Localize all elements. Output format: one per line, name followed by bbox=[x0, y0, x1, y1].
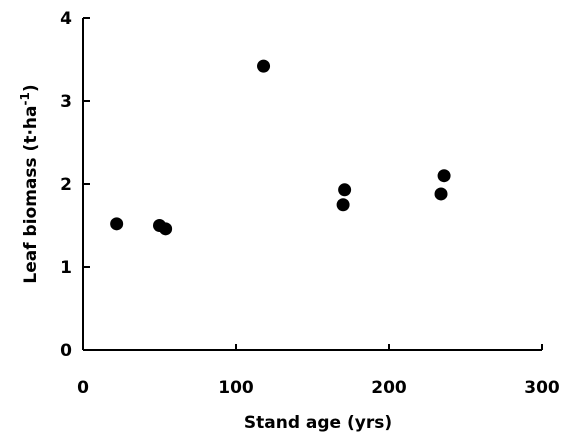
axes bbox=[82, 18, 542, 351]
y-axis-title-main: Leaf biomass (t·ha bbox=[21, 106, 41, 284]
data-point-8 bbox=[437, 169, 451, 183]
data-point-3 bbox=[159, 222, 173, 236]
data-points bbox=[110, 59, 451, 236]
x-tick-label-100: 100 bbox=[218, 378, 254, 398]
x-tick-label-200: 200 bbox=[371, 378, 407, 398]
x-axis-title: Stand age (yrs) bbox=[244, 413, 392, 433]
y-tick-label-4: 4 bbox=[60, 9, 72, 29]
y-tick-label-3: 3 bbox=[60, 92, 72, 112]
y-tick-label-0: 0 bbox=[60, 341, 72, 361]
x-tick-label-300: 300 bbox=[524, 378, 560, 398]
tick-labels: 0 100 200 300 0 1 2 3 4 bbox=[60, 9, 560, 398]
data-point-7 bbox=[434, 187, 448, 201]
y-axis-title-superscript: -1 bbox=[18, 92, 32, 105]
data-point-4 bbox=[257, 59, 271, 73]
y-tick-label-2: 2 bbox=[60, 175, 72, 195]
data-point-5 bbox=[336, 198, 350, 212]
y-tick-label-1: 1 bbox=[60, 258, 72, 278]
data-point-6 bbox=[338, 183, 352, 197]
ticks bbox=[82, 17, 543, 351]
y-axis-title-close: ) bbox=[21, 84, 41, 92]
x-tick-label-0: 0 bbox=[77, 378, 89, 398]
data-point-1 bbox=[110, 217, 124, 231]
y-axis-title: Leaf biomass (t·ha-1) bbox=[18, 84, 41, 283]
